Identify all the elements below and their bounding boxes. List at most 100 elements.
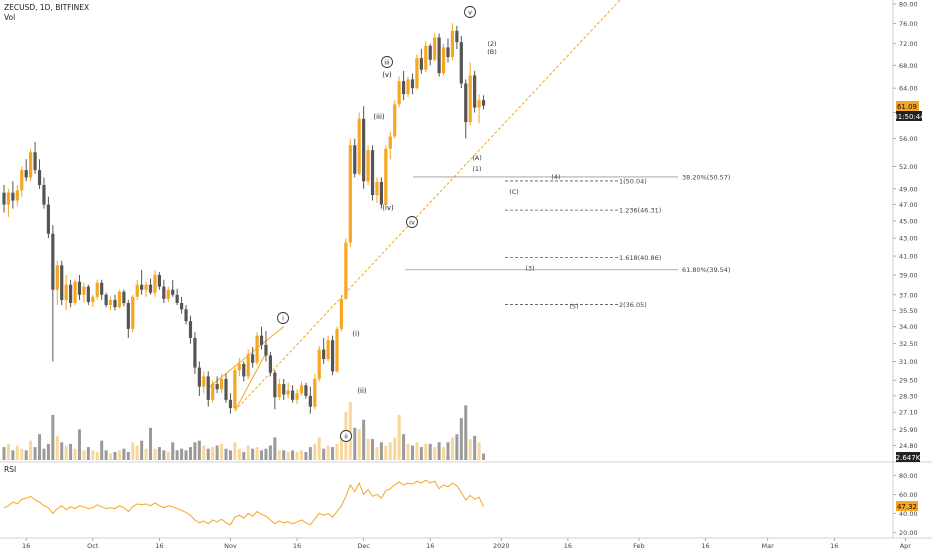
volume-bar [339, 434, 343, 460]
volume-bar [220, 443, 224, 460]
candle-body [171, 289, 175, 295]
fib-382-label: 38.20%(50.57) [682, 173, 730, 181]
volume-bar [82, 450, 86, 460]
candle-body [69, 284, 73, 304]
fib-1618-label: 1.618(40.86) [619, 254, 661, 262]
candle-body [193, 337, 197, 368]
volume-bar [20, 448, 24, 460]
volume-bar [15, 445, 19, 460]
volume-bar [77, 429, 81, 460]
wave-5-label: (5) [569, 303, 578, 311]
volume-bar [6, 443, 10, 460]
time-tick-label: 16 [701, 542, 709, 550]
time-tick-label: 2020 [493, 542, 510, 550]
fib-1236-label: 1.236(46.31) [619, 207, 661, 215]
candle-body [344, 242, 348, 299]
time-tick-label: Dec [357, 542, 370, 550]
volume-bar [331, 447, 335, 460]
fib-levels: 38.20%(50.57) 1(50.04) 1.236(46.31) 1.618(4… [405, 173, 730, 311]
volume-bar [60, 442, 64, 460]
candle-body [211, 384, 215, 400]
wave-2-label: (2) [487, 40, 496, 48]
candle-body [450, 30, 455, 58]
volume-bar [442, 447, 446, 460]
volume-bar [104, 450, 108, 460]
volume-bar [353, 427, 357, 460]
volume-bar [153, 448, 157, 460]
candle-body [286, 390, 290, 395]
rsi-line [3, 479, 484, 526]
symbol-title: ZECUSD, 1D, BITFINEX [4, 3, 89, 12]
volume-bar [473, 435, 477, 460]
price-tick-label: 56.00 [899, 135, 918, 143]
time-tick-label: 16 [830, 542, 838, 550]
volume-bar [366, 439, 370, 460]
candle-body [246, 354, 250, 377]
candle-body [86, 286, 90, 302]
candle-body [46, 204, 50, 234]
wave-sub-iv: (iv) [382, 204, 394, 212]
volume-bar [109, 453, 113, 460]
candle-body [304, 385, 308, 396]
candle-body [157, 274, 161, 287]
volume-bar [166, 451, 170, 460]
wave-circ-ii-circle [340, 430, 352, 442]
candle-body [188, 321, 193, 338]
trendline [207, 0, 621, 412]
volume-bar [482, 453, 486, 460]
candle-body [122, 291, 126, 304]
volume-bar [113, 451, 117, 460]
candle-body [295, 393, 299, 400]
candle-body [317, 349, 321, 379]
time-tick-label: Oct [87, 542, 99, 550]
candle-body [308, 395, 312, 407]
volume-bar [446, 442, 450, 460]
candle-body [433, 37, 437, 60]
volume-bar [255, 447, 259, 460]
volume-bar [371, 439, 375, 460]
candle-body [184, 309, 188, 322]
volume-bar [51, 414, 55, 460]
fib-2-label: 2(36.05) [619, 301, 647, 309]
last-price-badge [896, 101, 919, 111]
candle-body [242, 363, 246, 377]
candle-body [219, 378, 224, 390]
volume-bar [91, 450, 95, 460]
volume-bar [402, 434, 406, 460]
candle-body [326, 340, 330, 360]
volume-bar [95, 451, 99, 460]
candle-body [299, 385, 304, 394]
price-tick-label: 49.00 [899, 185, 918, 193]
time-tick-label: 16 [426, 542, 434, 550]
wave-circ-v: v [468, 9, 472, 17]
volume-bar [211, 447, 215, 460]
candle-body [335, 328, 339, 372]
volume-bar [277, 450, 281, 460]
wedge-upper-line [234, 352, 267, 412]
volume-bar [86, 447, 90, 460]
volume-bar [73, 448, 77, 460]
volume-bar [122, 448, 126, 460]
price-tick-label: 68.00 [899, 62, 918, 70]
volume-bar [308, 447, 312, 460]
volume-bar [322, 448, 326, 460]
price-tick-label: 72.00 [899, 40, 918, 48]
candle-body [366, 150, 370, 182]
price-tick-label: 37.00 [899, 291, 918, 299]
candle-body [237, 363, 241, 371]
candle-body [397, 81, 401, 105]
fib-1-label: 1(50.04) [619, 177, 647, 185]
volume-bar [282, 450, 286, 460]
volume-bar [455, 434, 459, 460]
candle-body [464, 83, 468, 123]
candle-body [64, 284, 68, 300]
volume-bar [171, 442, 175, 460]
candle-body [104, 294, 108, 306]
candle-body [175, 294, 179, 304]
candle-body [197, 367, 201, 387]
candle-body [348, 145, 352, 243]
candle-body [370, 150, 375, 196]
rsi-tick-label: 80.00 [899, 472, 918, 480]
wave-circ-iii: iii [384, 59, 390, 67]
